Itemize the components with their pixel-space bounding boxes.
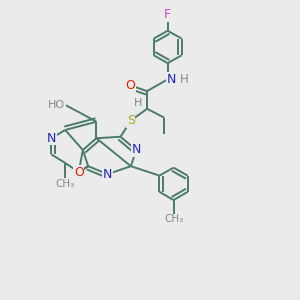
Text: N: N [131,143,141,157]
Text: S: S [127,114,135,127]
Text: N: N [47,132,56,145]
Text: CH₃: CH₃ [164,214,183,224]
Text: F: F [164,8,171,21]
Text: CH₃: CH₃ [56,178,75,189]
Text: N: N [103,168,112,181]
Text: H: H [134,98,142,108]
Text: N: N [167,73,176,86]
Text: HO: HO [48,100,65,110]
Text: H: H [179,73,188,86]
Text: O: O [125,79,135,92]
Text: O: O [74,166,84,178]
